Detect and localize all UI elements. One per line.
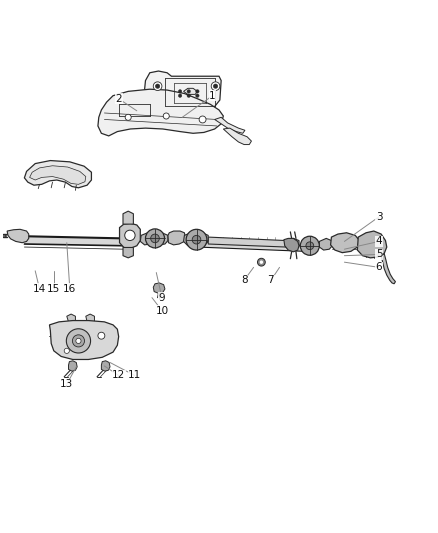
Polygon shape	[208, 237, 286, 247]
Circle shape	[153, 82, 162, 91]
Polygon shape	[357, 231, 387, 258]
Polygon shape	[145, 71, 221, 112]
Circle shape	[76, 338, 81, 343]
Circle shape	[66, 329, 91, 353]
Circle shape	[192, 236, 201, 244]
Polygon shape	[184, 88, 198, 94]
Circle shape	[125, 230, 135, 240]
Circle shape	[260, 261, 263, 264]
Circle shape	[72, 335, 85, 347]
Polygon shape	[68, 361, 77, 371]
Text: 16: 16	[63, 284, 77, 294]
Circle shape	[213, 84, 218, 88]
Circle shape	[187, 90, 191, 93]
Polygon shape	[381, 254, 396, 284]
Circle shape	[64, 348, 69, 353]
Polygon shape	[123, 211, 134, 224]
Polygon shape	[86, 314, 95, 322]
Text: 3: 3	[376, 212, 382, 222]
Polygon shape	[120, 223, 140, 248]
Circle shape	[196, 90, 199, 93]
Polygon shape	[152, 110, 189, 120]
Polygon shape	[7, 229, 29, 243]
Polygon shape	[155, 233, 168, 245]
Polygon shape	[223, 128, 251, 144]
Circle shape	[196, 94, 199, 98]
Text: 11: 11	[128, 370, 141, 381]
Text: 1: 1	[209, 91, 216, 101]
Text: 10: 10	[155, 305, 169, 316]
Text: 15: 15	[47, 284, 60, 294]
Circle shape	[211, 82, 220, 91]
Polygon shape	[123, 247, 134, 258]
Circle shape	[199, 116, 206, 123]
Polygon shape	[184, 233, 197, 246]
Circle shape	[306, 242, 314, 249]
Text: 6: 6	[376, 262, 382, 272]
Polygon shape	[286, 238, 299, 250]
Text: 8: 8	[241, 276, 247, 285]
Text: 9: 9	[159, 293, 165, 303]
Circle shape	[186, 229, 207, 250]
Circle shape	[258, 259, 265, 266]
Text: 12: 12	[112, 370, 125, 381]
Circle shape	[155, 84, 160, 88]
Circle shape	[145, 229, 165, 248]
Circle shape	[178, 94, 182, 98]
Polygon shape	[331, 233, 360, 253]
Text: 5: 5	[376, 249, 382, 260]
Polygon shape	[168, 231, 185, 245]
Circle shape	[163, 113, 169, 119]
Text: 7: 7	[268, 276, 274, 285]
Text: 4: 4	[376, 237, 382, 246]
Polygon shape	[25, 160, 92, 188]
Circle shape	[125, 114, 131, 120]
Polygon shape	[30, 166, 86, 184]
Polygon shape	[67, 314, 75, 322]
Polygon shape	[25, 236, 124, 246]
Circle shape	[187, 94, 191, 98]
Text: 13: 13	[60, 379, 74, 389]
Text: 14: 14	[33, 284, 46, 294]
Polygon shape	[284, 238, 299, 252]
Polygon shape	[198, 241, 305, 252]
Polygon shape	[153, 283, 165, 293]
Circle shape	[151, 234, 159, 243]
Polygon shape	[49, 320, 119, 359]
Polygon shape	[197, 233, 208, 246]
Circle shape	[98, 332, 105, 339]
Polygon shape	[101, 361, 110, 371]
Polygon shape	[140, 233, 153, 245]
Circle shape	[178, 90, 182, 93]
Polygon shape	[215, 117, 245, 133]
Circle shape	[300, 236, 319, 255]
Text: 2: 2	[115, 94, 122, 104]
Polygon shape	[319, 238, 332, 250]
Polygon shape	[98, 89, 223, 136]
